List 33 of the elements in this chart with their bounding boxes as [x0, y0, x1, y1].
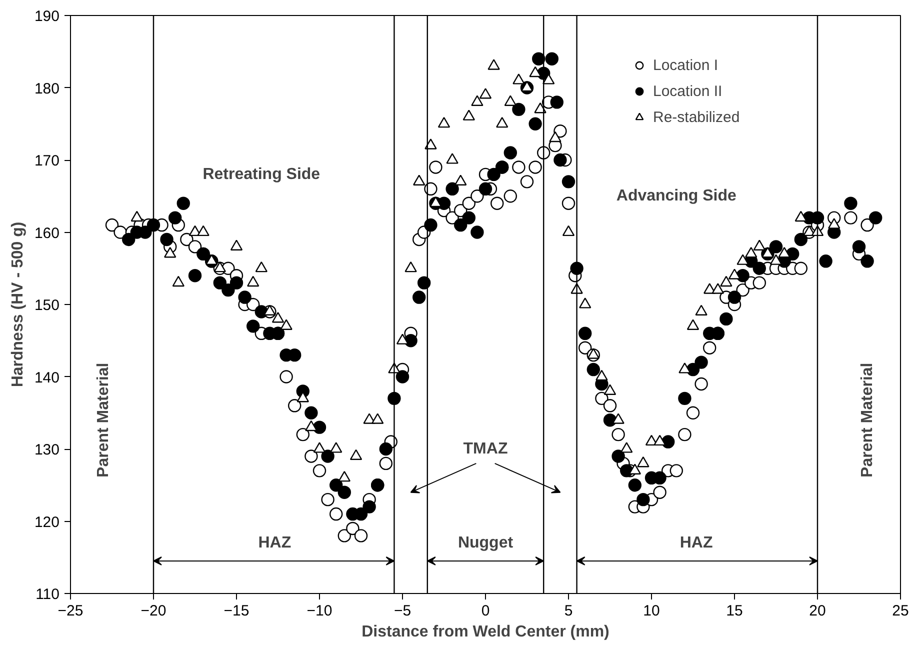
y-tick-label: 120 — [34, 514, 60, 531]
x-tick-label: −15 — [224, 602, 250, 620]
x-tick-label: 0 — [481, 602, 490, 620]
annotation: HAZ — [680, 534, 713, 552]
x-tick-label: −20 — [140, 602, 166, 620]
annotation: Nugget — [458, 534, 514, 552]
x-axis-title: Distance from Weld Center (mm) — [362, 624, 610, 640]
x-tick-label: −25 — [58, 602, 84, 620]
y-tick-label: 190 — [34, 8, 60, 25]
annotation: Advancing Side — [616, 188, 737, 205]
y-tick-label: 180 — [34, 80, 60, 98]
y-tick-label: 150 — [34, 297, 60, 314]
annotation: TMAZ — [463, 440, 508, 458]
annotation: HAZ — [258, 534, 292, 552]
y-tick-label: 170 — [34, 152, 60, 170]
x-tick-label: 20 — [809, 602, 826, 620]
legend-label: Location II — [653, 82, 722, 100]
y-tick-label: 140 — [34, 369, 60, 386]
y-axis-title: Hardness (HV - 500 g) — [9, 222, 26, 388]
x-tick-label: 25 — [892, 602, 909, 620]
y-tick-label: 130 — [34, 442, 60, 458]
annotation: Parent Material — [858, 362, 876, 478]
annotation: Parent Material — [95, 362, 112, 478]
x-tick-label: 5 — [564, 602, 573, 620]
y-tick-label: 160 — [34, 224, 60, 242]
x-tick-label: 15 — [726, 602, 743, 620]
x-tick-label: 10 — [643, 602, 660, 620]
y-tick-label: 110 — [36, 586, 60, 603]
x-tick-label: −5 — [394, 602, 412, 620]
annotation: Retreating Side — [202, 166, 320, 183]
legend-label: Location I — [653, 56, 718, 74]
legend-label: Re-stabilized — [653, 108, 740, 126]
x-tick-label: −10 — [306, 602, 332, 620]
